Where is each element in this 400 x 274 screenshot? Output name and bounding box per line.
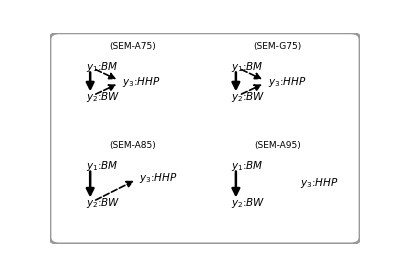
Text: (SEM-A95): (SEM-A95) [254, 141, 301, 150]
Text: (SEM-A85): (SEM-A85) [109, 141, 156, 150]
Text: $y_{3}$:$\mathit{HHP}$: $y_{3}$:$\mathit{HHP}$ [122, 75, 161, 89]
Text: $y_{1}$:$\mathit{BM}$: $y_{1}$:$\mathit{BM}$ [231, 159, 264, 173]
Text: $y_{3}$:$\mathit{HHP}$: $y_{3}$:$\mathit{HHP}$ [140, 171, 178, 185]
Text: $y_{2}$:$\mathit{BW}$: $y_{2}$:$\mathit{BW}$ [86, 196, 120, 210]
Text: (SEM-G75): (SEM-G75) [254, 42, 302, 51]
Text: $y_{3}$:$\mathit{HHP}$: $y_{3}$:$\mathit{HHP}$ [300, 176, 338, 190]
Text: (SEM-A75): (SEM-A75) [109, 42, 156, 51]
Text: $y_{2}$:$\mathit{BW}$: $y_{2}$:$\mathit{BW}$ [86, 90, 120, 104]
FancyBboxPatch shape [50, 33, 360, 244]
Text: $y_{1}$:$\mathit{BM}$: $y_{1}$:$\mathit{BM}$ [86, 159, 118, 173]
Text: $y_{3}$:$\mathit{HHP}$: $y_{3}$:$\mathit{HHP}$ [268, 75, 306, 89]
Text: $y_{2}$:$\mathit{BW}$: $y_{2}$:$\mathit{BW}$ [231, 196, 266, 210]
Text: $y_{1}$:$\mathit{BM}$: $y_{1}$:$\mathit{BM}$ [231, 60, 264, 74]
Text: $y_{2}$:$\mathit{BW}$: $y_{2}$:$\mathit{BW}$ [231, 90, 266, 104]
Text: $y_{1}$:$\mathit{BM}$: $y_{1}$:$\mathit{BM}$ [86, 60, 118, 74]
